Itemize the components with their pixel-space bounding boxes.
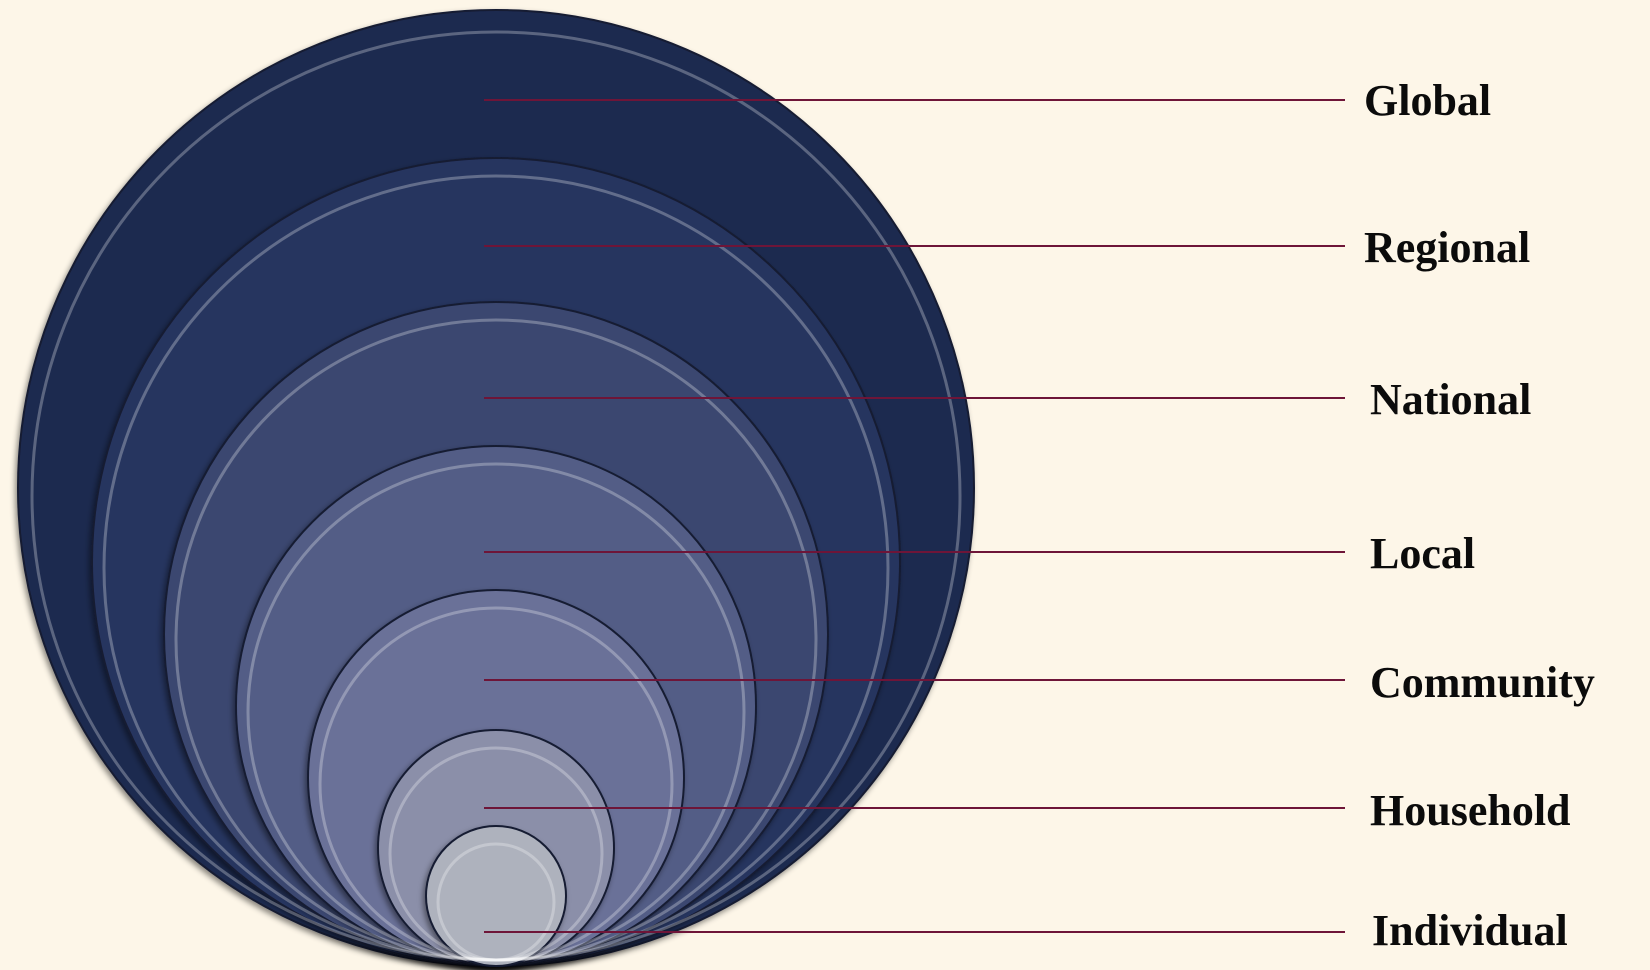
label-national: National [1370, 375, 1531, 424]
label-local: Local [1370, 529, 1475, 578]
label-individual: Individual [1372, 906, 1568, 955]
label-regional: Regional [1364, 223, 1530, 272]
level-labels: Global Regional National Local Community… [1364, 76, 1595, 955]
label-community: Community [1370, 658, 1595, 707]
highlight-household [388, 746, 604, 962]
label-global: Global [1364, 76, 1491, 125]
highlight-regional [102, 174, 890, 962]
highlight-global [30, 30, 962, 962]
highlight-community [318, 606, 674, 962]
highlight-national [174, 318, 818, 962]
circle-highlights [30, 30, 962, 962]
label-household: Household [1370, 786, 1571, 835]
circle-individual [425, 825, 567, 967]
highlight-individual [436, 842, 556, 962]
highlight-local [246, 462, 746, 962]
circles-group [17, 9, 975, 967]
leader-lines [484, 99, 1345, 933]
